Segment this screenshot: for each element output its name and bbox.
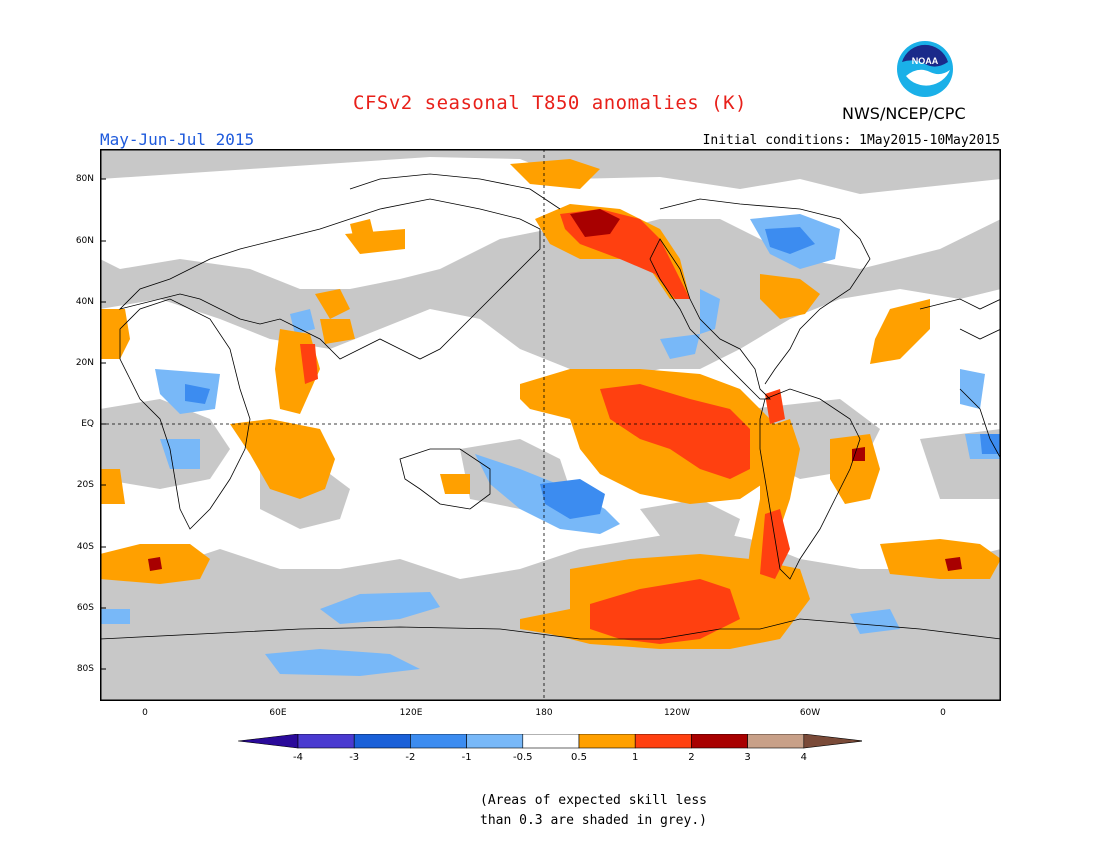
- lat-label-40n: 40N: [75, 297, 94, 307]
- legend-tick-label: -1: [461, 752, 472, 763]
- legend-tick-label: -4: [293, 752, 303, 763]
- lat-label-60n: 60N: [75, 236, 94, 246]
- lon-label-0-right: 0: [940, 708, 946, 718]
- lat-label-60s: 60S: [76, 603, 94, 613]
- season-label: May-Jun-Jul 2015: [100, 130, 255, 149]
- coastlines: [100, 173, 1001, 640]
- lat-label-eq: EQ: [81, 419, 94, 429]
- legend-swatch-3: [410, 734, 467, 749]
- lat-label-20n: 20N: [75, 358, 94, 368]
- moderate-cool-anomalies: [185, 227, 1001, 519]
- lat-ticks: [100, 178, 106, 670]
- lat-label-80n: 80N: [75, 174, 94, 184]
- lon-label-180: 180: [535, 708, 553, 718]
- lon-label-60e: 60E: [269, 708, 287, 718]
- legend-swatch-4: [466, 734, 524, 749]
- legend-tick-label: -3: [349, 752, 360, 763]
- legend-swatch-2: [353, 734, 411, 749]
- noaa-logo: NOAA: [897, 41, 953, 97]
- lat-label-80s: 80S: [76, 664, 94, 674]
- skill-note-line-2: than 0.3 are shaded in grey.): [480, 813, 707, 828]
- lon-label-120e: 120E: [399, 708, 423, 718]
- legend-tick-label: 4: [800, 752, 807, 763]
- legend-tick-label: -0.5: [513, 752, 533, 763]
- legend-swatch-7: [634, 734, 692, 749]
- agency-label: NWS/NCEP/CPC: [842, 104, 966, 123]
- anomaly-map: [100, 149, 1001, 701]
- legend-tick-label: 1: [632, 752, 639, 763]
- legend-swatch-1: [297, 734, 355, 749]
- skill-note: (Areas of expected skill less than 0.3 a…: [480, 791, 707, 831]
- lon-label-60w: 60W: [799, 708, 821, 718]
- map-frame: [100, 149, 1001, 701]
- legend-swatch-8: [691, 734, 748, 749]
- lat-label-20s: 20S: [76, 480, 94, 490]
- lon-label-120w: 120W: [663, 708, 691, 718]
- lon-label-0-left: 0: [142, 708, 148, 718]
- noaa-logo-text: NOAA: [912, 56, 939, 66]
- lat-label-40s: 40S: [76, 542, 94, 552]
- legend-swatch-above-max: [803, 734, 862, 749]
- warm-anomalies-2-3: [148, 209, 962, 571]
- skill-note-line-1: (Areas of expected skill less: [480, 793, 707, 808]
- initial-conditions-label: Initial conditions: 1May2015-10May2015: [702, 133, 1000, 148]
- legend-swatch-below-min: [238, 734, 299, 749]
- legend-tick-label: 0.5: [571, 752, 587, 763]
- legend-swatch-5: [522, 734, 580, 749]
- legend-tick-label: 3: [744, 752, 751, 763]
- legend-swatch-6: [578, 734, 636, 749]
- chart-title: CFSv2 seasonal T850 anomalies (K): [353, 92, 747, 114]
- color-legend: [238, 734, 862, 749]
- legend-tick-label: 2: [688, 752, 695, 763]
- legend-tick-label: -2: [405, 752, 416, 763]
- legend-swatch-9: [747, 734, 805, 749]
